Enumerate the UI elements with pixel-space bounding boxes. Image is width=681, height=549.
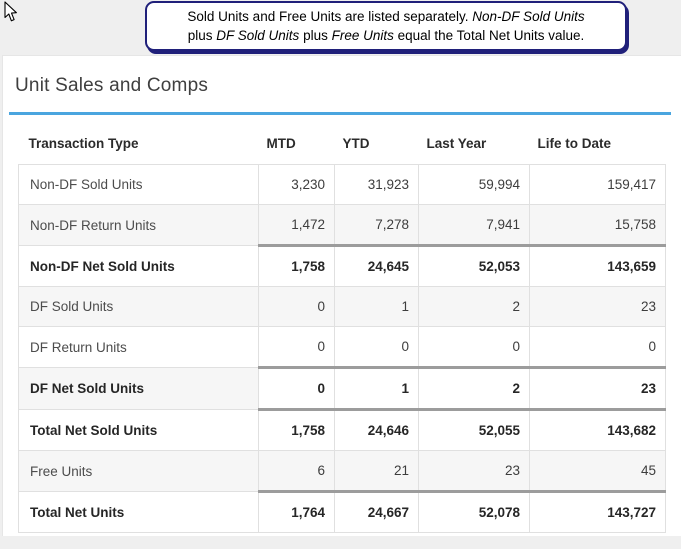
cell-ytd: 24,645 bbox=[334, 244, 419, 287]
cell-mtd: 6 bbox=[258, 450, 335, 492]
cell-life-to-date: 15,758 bbox=[529, 204, 666, 246]
cell-life-to-date: 143,727 bbox=[529, 490, 666, 533]
mouse-cursor-icon bbox=[4, 1, 17, 22]
cell-life-to-date: 0 bbox=[529, 326, 666, 368]
table-row: Non-DF Sold Units 3,230 31,923 59,994 15… bbox=[18, 164, 666, 205]
cell-last-year: 52,055 bbox=[418, 408, 530, 451]
row-label: Non-DF Return Units bbox=[18, 204, 259, 246]
cell-life-to-date: 23 bbox=[529, 366, 666, 410]
cell-life-to-date: 143,682 bbox=[529, 408, 666, 451]
header-life-to-date: Life to Date bbox=[529, 122, 666, 165]
cell-life-to-date: 159,417 bbox=[529, 164, 666, 205]
cell-last-year: 2 bbox=[418, 366, 530, 410]
row-label: DF Sold Units bbox=[18, 286, 259, 327]
cell-mtd: 1,758 bbox=[258, 408, 335, 451]
table-row-total: Non-DF Net Sold Units 1,758 24,645 52,05… bbox=[18, 244, 666, 287]
cell-mtd: 0 bbox=[258, 286, 335, 327]
cell-mtd: 0 bbox=[258, 366, 335, 410]
cell-mtd: 0 bbox=[258, 326, 335, 368]
cell-ytd: 1 bbox=[334, 286, 419, 327]
accent-divider bbox=[9, 112, 671, 115]
cell-life-to-date: 45 bbox=[529, 450, 666, 492]
row-label: DF Return Units bbox=[18, 326, 259, 368]
header-mtd: MTD bbox=[258, 122, 335, 165]
cell-ytd: 24,646 bbox=[334, 408, 419, 451]
table-row-total: Total Net Sold Units 1,758 24,646 52,055… bbox=[18, 408, 666, 451]
cell-ytd: 21 bbox=[334, 450, 419, 492]
cell-mtd: 1,472 bbox=[258, 204, 335, 246]
cell-last-year: 52,078 bbox=[418, 490, 530, 533]
row-label: DF Net Sold Units bbox=[18, 367, 259, 410]
cell-mtd: 1,764 bbox=[258, 490, 335, 533]
header-transaction-type: Transaction Type bbox=[18, 122, 259, 165]
table-row: DF Sold Units 0 1 2 23 bbox=[18, 286, 666, 327]
cell-last-year: 23 bbox=[418, 450, 530, 492]
cell-ytd: 24,667 bbox=[334, 490, 419, 533]
info-callout: Sold Units and Free Units are listed sep… bbox=[145, 1, 627, 51]
row-label: Total Net Units bbox=[18, 491, 259, 533]
table-header-row: Transaction Type MTD YTD Last Year Life … bbox=[18, 122, 666, 165]
table-row: Non-DF Return Units 1,472 7,278 7,941 15… bbox=[18, 204, 666, 246]
row-label: Non-DF Net Sold Units bbox=[18, 245, 259, 287]
unit-sales-panel: Unit Sales and Comps Transaction Type MT… bbox=[2, 55, 681, 536]
unit-sales-table: Transaction Type MTD YTD Last Year Life … bbox=[18, 122, 666, 533]
row-label: Total Net Sold Units bbox=[18, 409, 259, 451]
row-label: Free Units bbox=[18, 450, 259, 492]
cell-life-to-date: 143,659 bbox=[529, 244, 666, 287]
cell-last-year: 2 bbox=[418, 286, 530, 327]
callout-line-2: plus DF Sold Units plus Free Units equal… bbox=[187, 28, 585, 43]
callout-line-1: Sold Units and Free Units are listed sep… bbox=[187, 9, 585, 24]
header-last-year: Last Year bbox=[418, 122, 530, 165]
cell-last-year: 0 bbox=[418, 326, 530, 368]
cell-ytd: 7,278 bbox=[334, 204, 419, 246]
table-row: Free Units 6 21 23 45 bbox=[18, 450, 666, 492]
cell-ytd: 31,923 bbox=[334, 164, 419, 205]
cell-last-year: 7,941 bbox=[418, 204, 530, 246]
cell-mtd: 3,230 bbox=[258, 164, 335, 205]
table-row-total: DF Net Sold Units 0 1 2 23 bbox=[18, 366, 666, 410]
table-row: DF Return Units 0 0 0 0 bbox=[18, 326, 666, 368]
cell-last-year: 52,053 bbox=[418, 244, 530, 287]
cell-mtd: 1,758 bbox=[258, 244, 335, 287]
cell-life-to-date: 23 bbox=[529, 286, 666, 327]
table-row-total: Total Net Units 1,764 24,667 52,078 143,… bbox=[18, 490, 666, 533]
cell-ytd: 0 bbox=[334, 326, 419, 368]
cell-ytd: 1 bbox=[334, 366, 419, 410]
header-ytd: YTD bbox=[334, 122, 419, 165]
cell-last-year: 59,994 bbox=[418, 164, 530, 205]
row-label: Non-DF Sold Units bbox=[18, 164, 259, 205]
page-title: Unit Sales and Comps bbox=[15, 75, 209, 96]
